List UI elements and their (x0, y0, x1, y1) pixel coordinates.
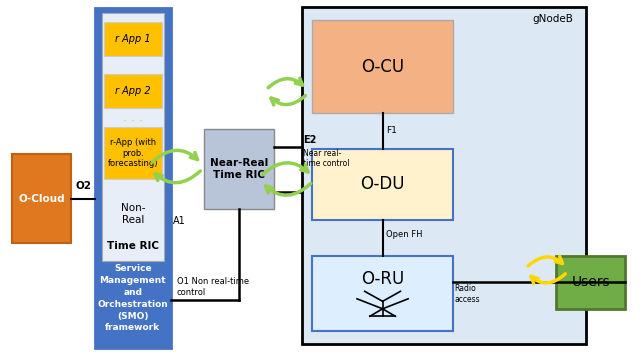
Text: O-Cloud: O-Cloud (19, 194, 65, 204)
Text: Radio
access: Radio access (454, 284, 480, 304)
Text: Users: Users (572, 275, 610, 289)
Text: O1 Non real-time
control: O1 Non real-time control (177, 277, 249, 297)
Text: E2: E2 (303, 135, 317, 145)
Bar (95, 8, 171, 348)
Text: r-App (with
prob.
forecasting): r-App (with prob. forecasting) (108, 138, 158, 168)
Text: O2: O2 (75, 182, 91, 192)
Bar (556, 256, 625, 309)
Text: gNodeB: gNodeB (532, 14, 573, 24)
Bar (312, 256, 453, 330)
Text: O-CU: O-CU (361, 58, 404, 76)
Text: F1: F1 (386, 126, 397, 135)
Text: Time RIC: Time RIC (107, 241, 159, 251)
Text: Open FH: Open FH (386, 230, 422, 239)
Bar (104, 127, 162, 179)
Text: O-DU: O-DU (360, 175, 405, 193)
Text: Non-
Real: Non- Real (120, 203, 145, 225)
Text: O-RU: O-RU (361, 270, 404, 288)
Text: A1: A1 (173, 217, 186, 227)
Bar (12, 154, 71, 243)
Bar (204, 129, 274, 209)
Text: Near-Real
Time RIC: Near-Real Time RIC (210, 158, 268, 180)
Text: . . .: . . . (123, 111, 143, 124)
Text: Service
Management
and
Orchestration
(SMO)
framework: Service Management and Orchestration (SM… (97, 265, 168, 333)
Text: r App 1: r App 1 (115, 34, 150, 44)
Text: r App 2: r App 2 (115, 86, 150, 96)
Bar (102, 13, 164, 261)
Bar (104, 74, 162, 108)
Bar (312, 149, 453, 220)
Bar (104, 22, 162, 56)
Bar (302, 7, 586, 344)
Bar (312, 20, 453, 113)
Text: Near real-
time control: Near real- time control (303, 149, 350, 168)
